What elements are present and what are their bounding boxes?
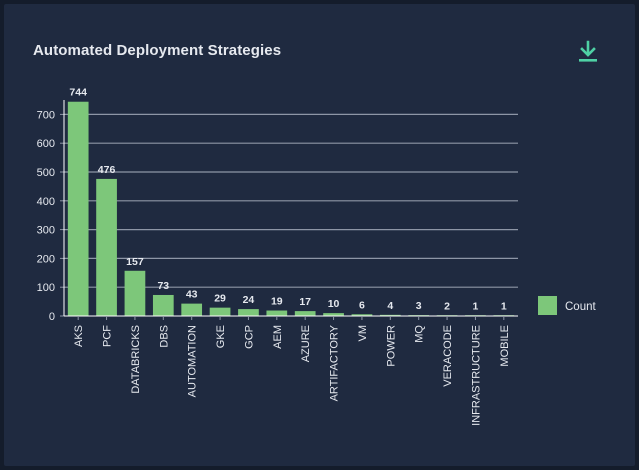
bar-value-label: 4 xyxy=(387,300,393,312)
bar[interactable] xyxy=(351,314,373,316)
bar-value-label: 157 xyxy=(126,256,144,268)
bar-value-label: 17 xyxy=(299,296,311,308)
legend-label: Count xyxy=(565,301,596,313)
bar-value-label: 3 xyxy=(416,300,422,312)
x-tick-label: PCF xyxy=(102,325,114,347)
bar[interactable] xyxy=(152,294,174,316)
bar-value-label: 476 xyxy=(98,164,116,176)
x-tick-label: GCP xyxy=(243,325,255,349)
bar-value-label: 29 xyxy=(214,293,226,305)
x-tick-label: VERACODE xyxy=(442,325,454,387)
bar-value-label: 2 xyxy=(444,300,450,312)
x-tick-label: DATABRICKS xyxy=(130,325,142,394)
bar[interactable] xyxy=(266,310,288,316)
chart-title: Automated Deployment Strategies xyxy=(33,42,282,59)
gridlines xyxy=(64,113,518,288)
bar-value-label: 6 xyxy=(359,299,365,311)
y-tick-label: 100 xyxy=(37,282,55,294)
y-tick-label: 500 xyxy=(37,167,55,179)
y-tick-label: 0 xyxy=(49,311,55,323)
x-tick-label: ARTIFACTORY xyxy=(329,324,341,401)
bar[interactable] xyxy=(379,314,401,316)
bar[interactable] xyxy=(238,309,259,316)
x-tick-label: AEM xyxy=(272,325,284,349)
y-tick-label: 300 xyxy=(37,225,55,237)
bar-value-label: 73 xyxy=(157,280,169,292)
x-tick-label: AZURE xyxy=(300,325,312,362)
bar-value-label: 744 xyxy=(69,87,87,99)
axes: 0 100 200 300 400 500 600 700 AKS PCF DATABRICKS DB… xyxy=(37,100,518,426)
x-tick-label: MQ xyxy=(414,325,426,343)
y-tick-label: 400 xyxy=(37,196,55,208)
bar-value-label: 19 xyxy=(271,296,283,308)
x-tick-label: AUTOMATION xyxy=(187,325,199,397)
x-tick-label: INFRASTRUCTURE xyxy=(470,325,482,426)
bar[interactable] xyxy=(67,101,89,316)
x-tick-label: DBS xyxy=(158,325,170,348)
x-tick-label: GKE xyxy=(215,325,227,348)
bar-value-label: 1 xyxy=(501,301,507,313)
download-icon[interactable] xyxy=(577,40,599,66)
bar[interactable] xyxy=(96,178,117,316)
bar[interactable] xyxy=(323,313,344,316)
bar[interactable] xyxy=(181,303,203,316)
legend: Count xyxy=(538,296,596,315)
x-tick-label: MOBILE xyxy=(499,325,511,367)
y-tick-label: 200 xyxy=(37,253,55,265)
x-tick-label: VM xyxy=(357,325,369,342)
bar-value-label: 1 xyxy=(473,301,479,313)
legend-swatch xyxy=(538,296,557,315)
y-tick-label: 700 xyxy=(37,109,55,121)
bar-value-label: 10 xyxy=(328,298,340,310)
bar-value-label: 24 xyxy=(243,294,255,306)
bars xyxy=(67,101,515,316)
y-tick-label: 600 xyxy=(37,138,55,150)
x-tick-label: AKS xyxy=(73,325,85,347)
bar[interactable] xyxy=(294,311,316,316)
bar-value-label: 43 xyxy=(186,289,198,301)
bar[interactable] xyxy=(209,307,231,316)
x-tick-label: POWER xyxy=(385,325,397,367)
bar[interactable] xyxy=(124,270,146,316)
